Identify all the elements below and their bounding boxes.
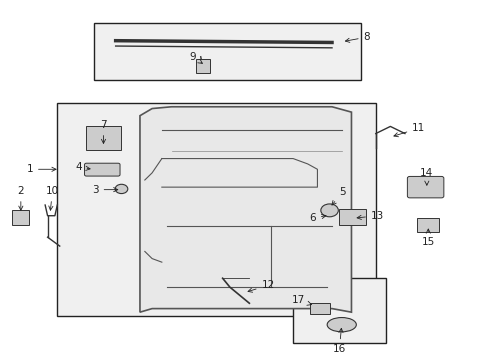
Text: 5: 5: [331, 187, 345, 205]
Text: 9: 9: [189, 52, 202, 63]
Bar: [12, 210, 29, 225]
Bar: [94, 23, 361, 80]
Circle shape: [115, 184, 127, 194]
Bar: [57, 103, 375, 316]
Bar: [196, 59, 210, 73]
Text: 17: 17: [291, 296, 311, 305]
Text: 3: 3: [92, 185, 118, 195]
Text: 2: 2: [18, 186, 24, 210]
Ellipse shape: [326, 318, 356, 332]
Text: 6: 6: [309, 213, 325, 223]
Bar: [292, 278, 385, 342]
Text: 15: 15: [421, 229, 434, 247]
Bar: [86, 126, 120, 150]
FancyBboxPatch shape: [407, 176, 443, 198]
Bar: [309, 303, 329, 314]
Text: 14: 14: [419, 168, 432, 185]
Text: 16: 16: [332, 328, 345, 354]
Text: 10: 10: [46, 186, 59, 210]
Text: 7: 7: [100, 120, 106, 143]
Bar: [339, 208, 366, 225]
Text: 1: 1: [26, 164, 56, 174]
Text: 8: 8: [345, 32, 369, 42]
Text: 12: 12: [247, 280, 274, 292]
Text: 13: 13: [356, 211, 384, 221]
FancyBboxPatch shape: [84, 163, 120, 176]
Text: 11: 11: [393, 123, 425, 137]
Circle shape: [320, 204, 338, 217]
Text: 4: 4: [75, 162, 90, 172]
Bar: [416, 217, 438, 232]
Polygon shape: [140, 107, 351, 312]
